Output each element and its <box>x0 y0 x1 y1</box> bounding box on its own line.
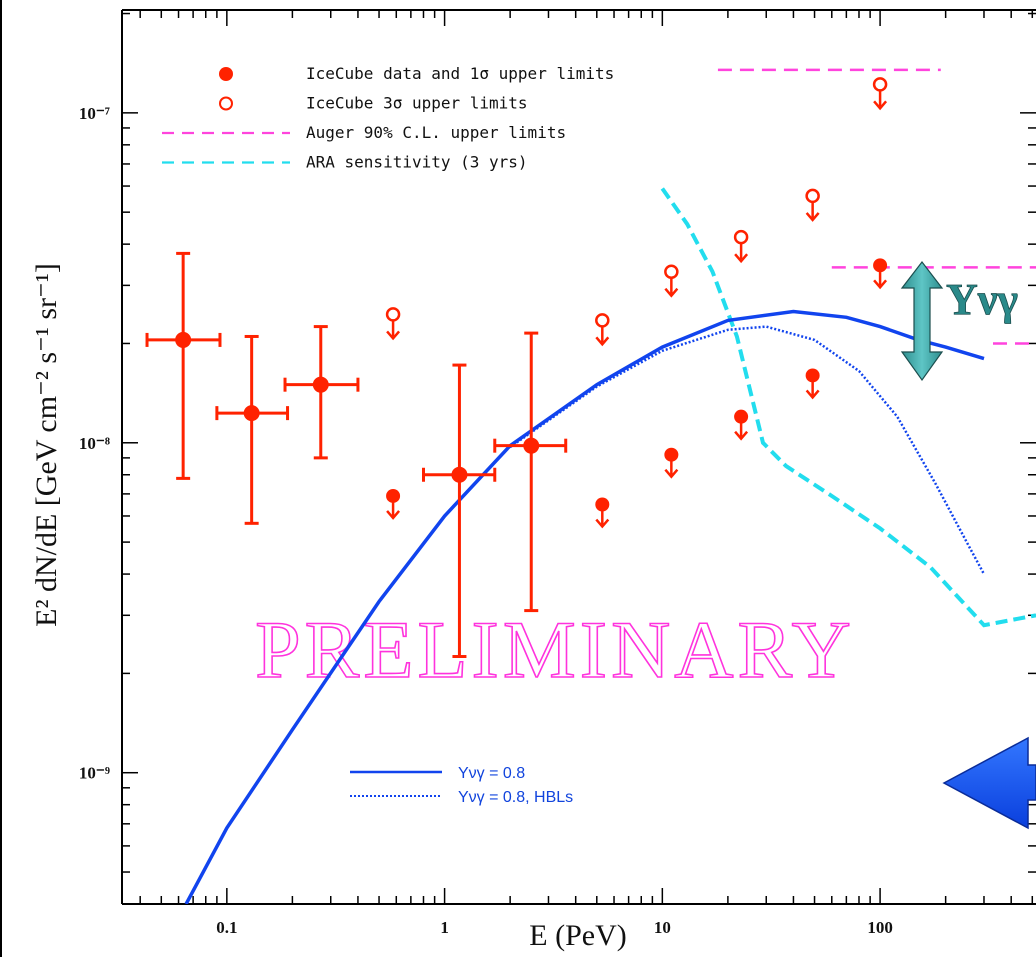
legend-filled-circle <box>219 67 233 81</box>
upper-limit-1sigma-point <box>664 447 679 462</box>
ynugamma-annotation: Yνγ <box>900 261 1018 382</box>
model-legend: Yνγ = 0.8 Yνγ = 0.8, HBLs <box>350 765 573 806</box>
upper-limit-1sigma-point <box>595 497 610 512</box>
x-tick-label: 0.1 <box>216 918 237 937</box>
preliminary-watermark: PRELIMINARY <box>255 604 855 695</box>
upper-limit-3sigma-point <box>805 188 820 204</box>
upper-limit-3sigma-point <box>595 313 610 328</box>
data-point <box>312 376 329 393</box>
x-tick-label: 10 <box>654 918 671 937</box>
annotation-label: Yνγ <box>946 275 1018 324</box>
x-axis-label: E (PeV) <box>529 919 626 952</box>
data-point <box>523 437 540 454</box>
model-curves <box>184 309 986 904</box>
model-legend-label: Yνγ = 0.8, HBLs <box>458 789 573 806</box>
upper-limit-1sigma-point <box>805 368 820 383</box>
upper-limit-arrowhead <box>595 336 610 347</box>
upper-limit-arrowhead <box>734 430 749 441</box>
legend-open-circle <box>219 96 233 111</box>
upper-limit-arrowhead <box>595 518 610 529</box>
y-tick-label: 10⁻⁷ <box>79 104 110 123</box>
left-arrow-icon <box>942 736 1036 830</box>
upper-limit-arrowhead <box>805 389 820 400</box>
x-tick-label: 1 <box>440 918 449 937</box>
model-legend-label: Yνγ = 0.8 <box>458 765 525 782</box>
model-dotted-line <box>509 325 986 575</box>
legend-label: IceCube data and 1σ upper limits <box>306 64 614 83</box>
upper-limit-arrowhead <box>386 510 401 520</box>
upper-limit-3sigma-point <box>872 77 888 92</box>
legend: IceCube data and 1σ upper limits IceCube … <box>162 64 614 172</box>
y-tick-label: 10⁻⁹ <box>79 764 110 783</box>
double-arrow-icon <box>900 261 944 382</box>
ara-sensitivity <box>660 187 1036 628</box>
data-point <box>451 466 468 483</box>
upper-limit-3sigma-point <box>664 264 679 279</box>
upper-limit-arrowhead <box>664 468 679 479</box>
y-axis-label: E² dN/dE [GeV cm⁻² s⁻¹ sr⁻¹] <box>30 263 63 627</box>
upper-limit-1sigma-point <box>873 258 888 273</box>
y-tick-label: 10⁻⁸ <box>79 434 110 453</box>
upper-limit-3sigma-point <box>733 229 749 245</box>
data-point <box>175 331 192 348</box>
auger-upper-limits <box>717 68 1036 345</box>
upper-limit-1sigma-point <box>734 409 749 424</box>
axis-ticks <box>122 10 1036 905</box>
data-point <box>243 405 260 422</box>
upper-limit-arrowhead <box>664 287 679 298</box>
legend-label: ARA sensitivity (3 yrs) <box>306 153 528 172</box>
tick-labels: 0.1 1 10 100 10⁻⁹ 10⁻⁸ 10⁻⁷ <box>79 104 893 937</box>
icecube-data <box>145 77 888 659</box>
upper-limit-3sigma-point <box>385 307 401 322</box>
upper-limit-arrowhead <box>873 100 888 111</box>
upper-limit-arrowhead <box>386 330 401 341</box>
x-tick-label: 100 <box>867 918 893 937</box>
upper-limit-arrowhead <box>805 212 820 222</box>
ara-sensitivity-line <box>660 187 1036 628</box>
model-solid-line <box>184 309 985 904</box>
upper-limit-arrowhead <box>734 253 749 264</box>
legend-label: IceCube 3σ upper limits <box>306 94 528 113</box>
legend-label: Auger 90% C.L. upper limits <box>306 123 566 142</box>
upper-limit-1sigma-point <box>386 488 401 503</box>
upper-limit-arrowhead <box>873 279 888 290</box>
